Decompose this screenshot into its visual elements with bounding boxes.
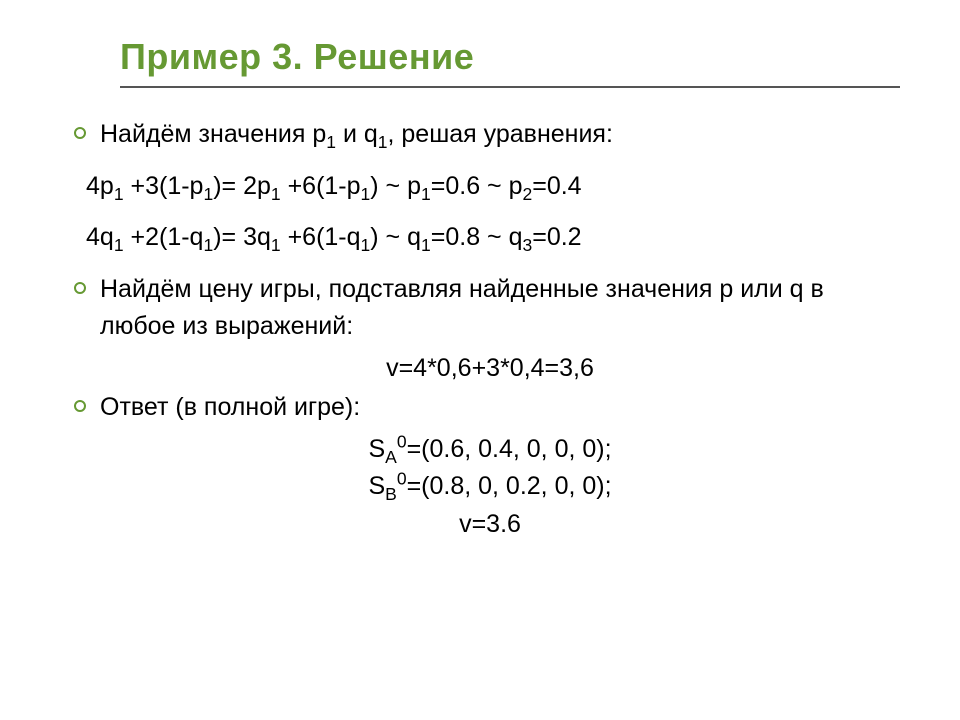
eq-p-v1: =0.6 ~ p <box>431 172 523 200</box>
eq-p-s1: 1 <box>114 184 124 204</box>
equation-p: 4p1 +3(1-p1)= 2p1 +6(1-p1) ~ p1=0.6 ~ p2… <box>86 168 900 206</box>
answer-sa: SA0=(0.6, 0.4, 0, 0, 0); <box>80 431 900 469</box>
sb-post: =(0.8, 0, 0.2, 0, 0); <box>407 472 612 500</box>
eq-p-d: +6(1-p <box>281 172 361 200</box>
slide: Пример 3. Решение Найдём значения p1 и q… <box>0 0 960 720</box>
sub-1: 1 <box>326 132 336 152</box>
eq-q-c: )= 3q <box>213 223 271 251</box>
equation-v-calc: v=4*0,6+3*0,4=3,6 <box>80 350 900 388</box>
eq-p-s4: 1 <box>361 184 371 204</box>
eq-q-a: 4q <box>86 223 114 251</box>
sub-1b: 1 <box>378 132 388 152</box>
eq-q-s6: 3 <box>523 235 533 255</box>
eq-q-s5: 1 <box>421 235 431 255</box>
eq-q-b: +2(1-q <box>124 223 204 251</box>
eq-q-v2: =0.2 <box>532 223 581 251</box>
answer-block: SA0=(0.6, 0.4, 0, 0, 0); SB0=(0.8, 0, 0.… <box>80 431 900 544</box>
bullet-1-text-b: и q <box>336 120 378 148</box>
title-underline <box>120 86 900 88</box>
eq-p-s2: 1 <box>203 184 213 204</box>
eq-q-e: ) ~ q <box>370 223 421 251</box>
bullet-1-text-c: , решая уравнения: <box>388 120 613 148</box>
eq-p-c: )= 2p <box>213 172 271 200</box>
eq-p-b: +3(1-p <box>124 172 204 200</box>
eq-p-e: ) ~ p <box>370 172 421 200</box>
bullet-1: Найдём значения p1 и q1, решая уравнения… <box>100 116 900 154</box>
sa-sub: A <box>385 447 397 467</box>
answer-sb: SB0=(0.8, 0, 0.2, 0, 0); <box>80 468 900 506</box>
sa-pre: S <box>368 435 385 463</box>
slide-title: Пример 3. Решение <box>120 36 900 78</box>
eq-p-v2: =0.4 <box>532 172 581 200</box>
eq-p-s6: 2 <box>523 184 533 204</box>
eq-p-a: 4p <box>86 172 114 200</box>
eq-q-s3: 1 <box>271 235 281 255</box>
bullet-1-text-a: Найдём значения p <box>100 120 326 148</box>
eq-q-s1: 1 <box>114 235 124 255</box>
bullet-3: Ответ (в полной игре): <box>100 389 900 427</box>
bullet-2: Найдём цену игры, подставляя найденные з… <box>100 271 900 346</box>
bullet-2-text: Найдём цену игры, подставляя найденные з… <box>100 275 824 341</box>
eq-q-d: +6(1-q <box>281 223 361 251</box>
answer-v: v=3.6 <box>80 506 900 544</box>
sa-sup: 0 <box>397 431 407 451</box>
sb-sub: B <box>385 484 397 504</box>
bullet-3-text: Ответ (в полной игре): <box>100 393 360 421</box>
sa-post: =(0.6, 0.4, 0, 0, 0); <box>407 435 612 463</box>
sb-sup: 0 <box>397 469 407 489</box>
eq-p-s5: 1 <box>421 184 431 204</box>
equation-q: 4q1 +2(1-q1)= 3q1 +6(1-q1) ~ q1=0.8 ~ q3… <box>86 219 900 257</box>
eq-q-s2: 1 <box>203 235 213 255</box>
sb-pre: S <box>368 472 385 500</box>
eq-p-s3: 1 <box>271 184 281 204</box>
slide-body: Найдём значения p1 и q1, решая уравнения… <box>120 116 900 543</box>
eq-q-s4: 1 <box>361 235 371 255</box>
eq-q-v1: =0.8 ~ q <box>431 223 523 251</box>
